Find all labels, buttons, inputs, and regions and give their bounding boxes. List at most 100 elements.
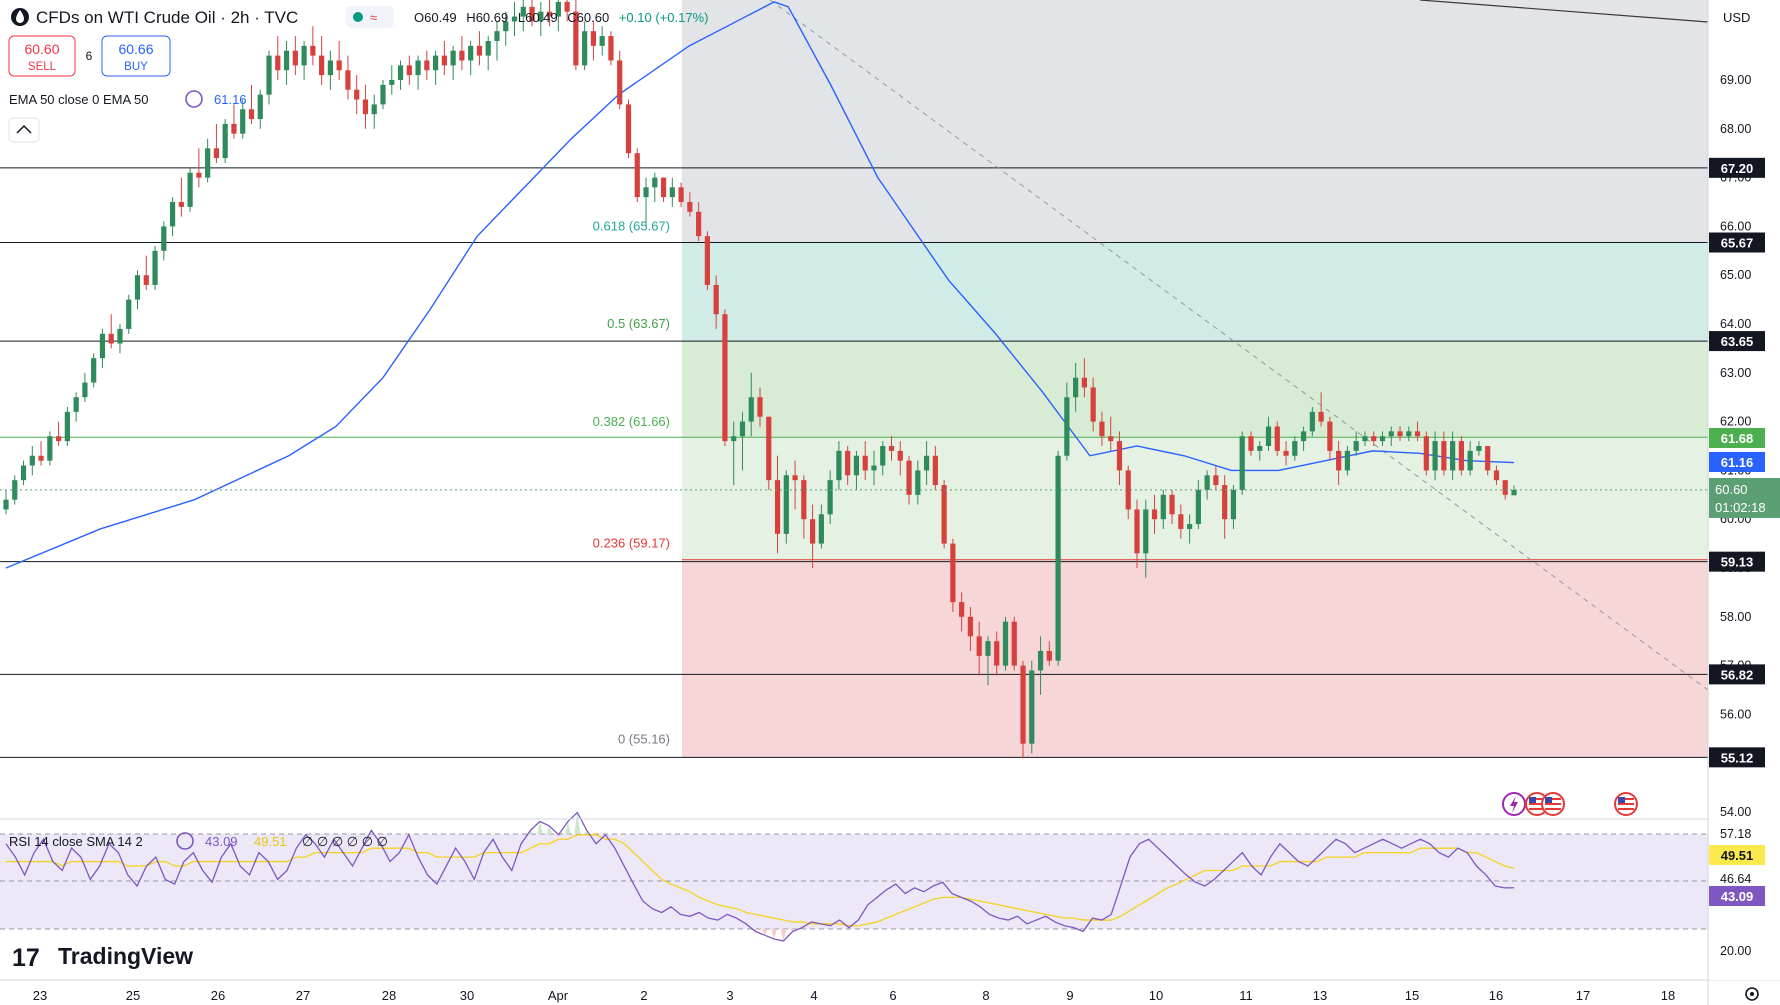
candle-body [1239, 436, 1245, 490]
sell-price: 60.60 [24, 41, 59, 57]
candle-body [459, 50, 465, 61]
svg-text:01:02:18: 01:02:18 [1715, 500, 1766, 515]
candle-body [1388, 431, 1394, 437]
ema-legend-label[interactable]: EMA 50 close 0 EMA 50 [9, 92, 148, 107]
candle-body [1362, 436, 1368, 442]
price-tick: 62.00 [1720, 415, 1751, 429]
candle-body [915, 470, 921, 495]
us-flag-event-icon[interactable] [1614, 792, 1638, 816]
candle-body [169, 202, 176, 227]
candle-body [187, 172, 193, 207]
candle-body [1204, 475, 1210, 490]
candle-body [1309, 411, 1315, 432]
candle-body [1020, 665, 1026, 744]
candle-body [3, 499, 9, 510]
candle-body [1134, 509, 1140, 554]
candle-body [1257, 446, 1263, 451]
candle-body [161, 226, 167, 251]
candles-series [3, 0, 1517, 759]
candle-body [555, 1, 561, 17]
candle-body [608, 36, 614, 61]
candle-body [240, 109, 246, 134]
date-tick: 8 [982, 988, 989, 1003]
price-tick: 63.00 [1720, 366, 1751, 380]
candle-body [836, 450, 842, 481]
price-tick: 58.00 [1720, 610, 1751, 624]
date-tick: 2 [640, 988, 647, 1003]
level-tag [1709, 232, 1765, 253]
candle-body [1502, 480, 1508, 495]
level-tag [1709, 157, 1765, 178]
candle-body [634, 153, 640, 198]
candle-body [1222, 485, 1228, 520]
rsi-legend-label[interactable]: RSI 14 close SMA 14 2 [9, 834, 143, 849]
fib-labels: 0.618 (65.67) 0.5 (63.67) 0.382 (61.66) 0.2… [593, 219, 670, 747]
date-tick: 23 [33, 988, 47, 1003]
price-tick: 68.00 [1720, 122, 1751, 136]
candle-body [1151, 509, 1158, 520]
candle-body [520, 6, 526, 17]
chart-header: CFDs on WTI Crude Oil · 2h · TVC ≈ O60.4… [8, 6, 1750, 143]
rsi-legend: RSI 14 close SMA 14 2 43.09 49.51 ∅ ∅ ∅ … [9, 832, 388, 850]
candle-body [1073, 377, 1079, 398]
collapse-legend-button[interactable] [8, 117, 40, 143]
fib-label: 0.618 (65.67) [593, 219, 670, 234]
chevron-up-icon [16, 124, 32, 134]
candle-body [1064, 397, 1070, 456]
market-status-pill[interactable] [346, 6, 394, 28]
market-open-dot-icon [353, 12, 363, 22]
ema-line [5, 1, 1515, 569]
candle-body [275, 55, 281, 71]
rsi-line [5, 811, 1515, 942]
fib-382-tag: 61.68 [1709, 428, 1765, 448]
rsi-tick-upper: 57.18 [1720, 827, 1751, 841]
candle-body [1029, 670, 1035, 744]
candle-body [503, 21, 509, 32]
candle-body [853, 455, 860, 476]
currency-selector[interactable]: USD [1723, 10, 1750, 25]
candle-body [12, 480, 18, 500]
settings-gear-icon[interactable] [1745, 987, 1759, 1001]
candle-body [827, 480, 833, 515]
price-tick: 66.00 [1720, 219, 1751, 233]
level-tag-label: 67.20 [1721, 161, 1754, 176]
dashed-trendline[interactable] [769, 0, 1709, 691]
symbol-title[interactable]: CFDs on WTI Crude Oil · 2h · TVC [36, 8, 298, 27]
date-tick: 27 [296, 988, 310, 1003]
rsi-value-tag-text: 43.09 [1721, 889, 1754, 904]
us-flag-event-icon[interactable] [1541, 792, 1565, 816]
rsi-sma-legend-value: 49.51 [254, 834, 287, 849]
rsi-legend-value: 43.09 [205, 834, 238, 849]
candle-body [1055, 455, 1061, 661]
rsi-axis[interactable]: 57.18 46.64 20.00 49.51 43.09 [1709, 827, 1765, 958]
candle-body [1283, 450, 1289, 456]
candle-body [1125, 470, 1131, 510]
candle-body [906, 460, 912, 495]
date-axis[interactable]: 23 25 26 27 28 30 Apr 2 3 4 6 8 9 10 11 13 15 16 17 18 [33, 988, 1675, 1003]
candle-body [126, 299, 132, 329]
economic-events[interactable] [1502, 792, 1638, 816]
date-tick: 26 [211, 988, 225, 1003]
date-tick: Apr [548, 988, 569, 1003]
sell-button[interactable] [8, 35, 76, 77]
candle-body [476, 45, 483, 56]
candle-body [546, 11, 553, 17]
candle-body [205, 148, 211, 178]
tradingview-logo[interactable]: 17 TradingView [12, 943, 193, 972]
upper-trendline[interactable] [1419, 0, 1709, 23]
rsi-sma-tag-text: 49.51 [1721, 848, 1754, 863]
level-tag [1709, 551, 1765, 572]
ohlc-readout: O60.49 H60.69 L60.49 C60.60 +0.10 (+0.17… [414, 10, 708, 25]
candle-body [327, 60, 333, 76]
candle-body [923, 455, 930, 471]
date-tick: 28 [382, 988, 396, 1003]
buy-button[interactable] [101, 35, 171, 77]
fib-zone-0382-0236 [682, 437, 1708, 562]
candle-body [47, 436, 53, 461]
candle-body [1002, 621, 1009, 666]
candle-body [397, 65, 404, 80]
candle-body [152, 250, 158, 285]
candle-body [134, 275, 141, 300]
candle-body [82, 382, 88, 398]
